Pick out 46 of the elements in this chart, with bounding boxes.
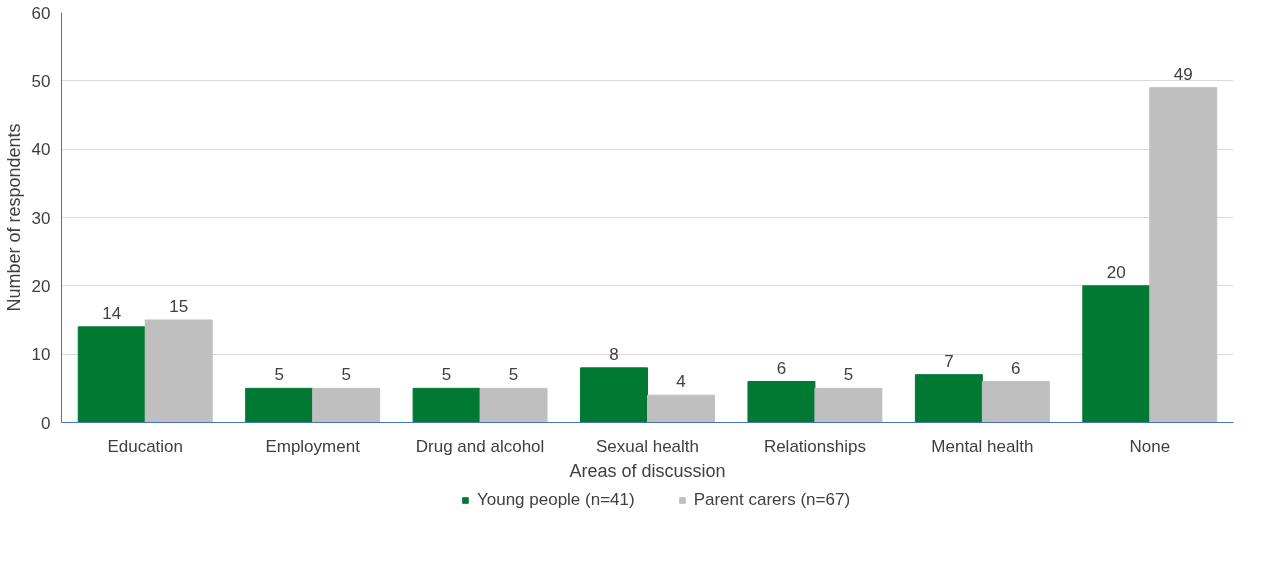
bar xyxy=(580,367,648,423)
data-label: 5 xyxy=(508,365,519,385)
x-tick-label: Mental health xyxy=(931,436,1034,456)
bar xyxy=(1149,87,1218,423)
y-tick-label: 0 xyxy=(41,413,51,433)
bar xyxy=(312,387,381,423)
data-label: 7 xyxy=(944,351,954,371)
data-label: 15 xyxy=(169,297,189,316)
bar xyxy=(412,387,481,423)
bar xyxy=(77,326,146,423)
bar xyxy=(814,387,883,423)
bar xyxy=(747,381,816,423)
data-label: 6 xyxy=(776,358,787,378)
x-tick-label: None xyxy=(1129,436,1171,456)
bar xyxy=(245,387,314,423)
y-tick-label: 50 xyxy=(31,71,51,91)
x-tick-label: Drug and alcohol xyxy=(415,436,545,456)
data-label: 5 xyxy=(843,365,854,385)
x-axis-title: Areas of discussion xyxy=(569,460,726,481)
data-label: 20 xyxy=(1106,262,1126,282)
data-label: 14 xyxy=(102,303,122,323)
data-label: 8 xyxy=(609,344,619,364)
y-tick-label: 30 xyxy=(31,208,51,228)
x-tick-label: Education xyxy=(107,436,184,456)
bar xyxy=(479,387,548,423)
y-tick-label: 40 xyxy=(31,140,51,160)
x-tick-label: Sexual health xyxy=(595,436,700,456)
bar xyxy=(914,374,983,423)
data-label: 5 xyxy=(341,365,351,385)
bar xyxy=(144,319,213,423)
legend-label: Young people (n=41) xyxy=(476,490,635,510)
x-tick-label: Employment xyxy=(265,436,361,456)
bar xyxy=(1082,285,1151,423)
data-label: 5 xyxy=(441,365,452,385)
data-label: 49 xyxy=(1173,64,1193,84)
y-axis-title: Number of respondents xyxy=(3,123,24,312)
x-tick-label: Relationships xyxy=(763,436,866,456)
bar xyxy=(647,394,715,423)
y-tick-label: 60 xyxy=(31,3,51,23)
y-tick-label: 20 xyxy=(31,276,51,296)
data-label: 4 xyxy=(676,372,686,392)
data-label: 5 xyxy=(274,365,284,385)
data-label: 6 xyxy=(1011,358,1021,378)
legend-label: Parent carers (n=67) xyxy=(693,490,851,510)
y-tick-label: 10 xyxy=(31,345,51,365)
bar xyxy=(981,381,1050,423)
